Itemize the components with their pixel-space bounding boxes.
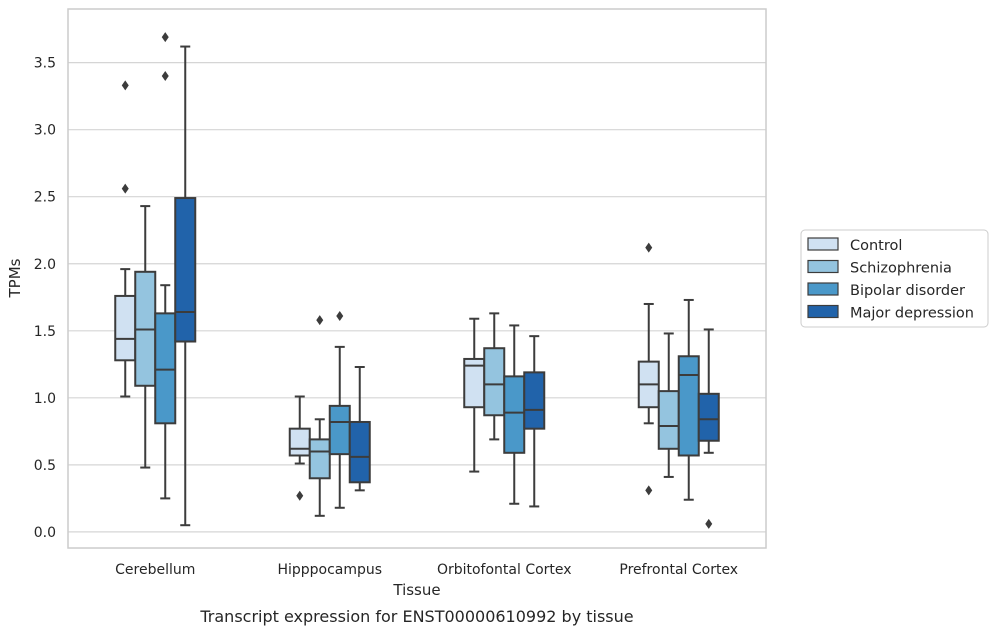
box-0-3 <box>174 45 197 527</box>
legend-swatch <box>807 259 839 274</box>
box-2-1 <box>483 312 506 441</box>
iqr-box <box>288 427 311 457</box>
outlier-point <box>336 311 344 322</box>
legend-label: Control <box>850 238 902 254</box>
legend-swatch <box>807 237 839 251</box>
box-2-3 <box>523 335 546 508</box>
iqr-box <box>328 404 351 456</box>
legend-label: Major depression <box>850 306 974 322</box>
legend-swatch <box>807 304 839 319</box>
y-tick-label: 2.0 <box>34 257 56 273</box>
box-3-0 <box>637 242 660 496</box>
gridlines <box>68 62 766 533</box>
chart-caption: Transcript expression for ENST0000061099… <box>199 607 633 626</box>
box-3-1 <box>657 332 680 478</box>
legend-swatch <box>807 282 839 296</box>
outlier-point <box>296 490 304 501</box>
iqr-box <box>114 294 137 362</box>
outlier-point <box>645 242 653 253</box>
x-tick-label: Orbitofontal Cortex <box>437 562 572 578</box>
y-tick-label: 3.5 <box>34 56 56 72</box>
legend: Control Schizophrenia Bipolar disorder Majo… <box>800 229 989 328</box>
x-tick-label: Cerebellum <box>115 562 195 578</box>
box-0-0 <box>114 80 137 398</box>
outlier-point <box>316 315 324 326</box>
box-plot-series <box>114 32 720 529</box>
x-axis-title: Tissue <box>392 581 440 599</box>
box-1-3 <box>348 365 371 492</box>
x-tick-label: Hipppocampus <box>277 562 382 578</box>
iqr-box <box>677 355 700 457</box>
iqr-box <box>697 392 720 442</box>
legend-label: Bipolar disorder <box>850 283 965 299</box>
outlier-point <box>161 71 169 82</box>
iqr-box <box>483 347 506 417</box>
x-axis-ticks: Cerebellum Hipppocampus Orbitofontal Corte… <box>115 562 738 578</box>
y-tick-label: 1.0 <box>34 391 56 407</box>
outlier-point <box>121 183 129 194</box>
box-3-2 <box>677 298 700 501</box>
box-2-2 <box>503 324 526 505</box>
y-tick-label: 3.0 <box>34 123 56 139</box>
iqr-box <box>523 371 546 430</box>
y-tick-label: 1.5 <box>34 324 56 340</box>
box-0-2 <box>154 32 177 500</box>
legend-frame <box>800 229 989 328</box>
iqr-box <box>348 420 371 484</box>
plot-frame <box>67 8 767 549</box>
legend-label: Schizophrenia <box>850 261 952 277</box>
iqr-box <box>154 312 177 425</box>
iqr-box <box>657 390 680 450</box>
outlier-point <box>161 32 169 43</box>
box-3-3 <box>697 328 720 529</box>
y-axis-ticks: 0.0 0.5 1.0 1.5 2.0 2.5 3.0 3.5 <box>34 56 56 541</box>
outlier-point <box>645 485 653 496</box>
y-tick-label: 0.0 <box>34 525 56 541</box>
y-tick-label: 0.5 <box>34 458 56 474</box>
box-1-0 <box>288 395 311 501</box>
outlier-point <box>121 80 129 91</box>
y-tick-label: 2.5 <box>34 190 56 206</box>
box-0-1 <box>134 205 157 469</box>
iqr-box <box>174 197 197 343</box>
outlier-point <box>705 518 713 529</box>
iqr-box <box>308 438 331 480</box>
iqr-box <box>503 375 526 454</box>
box-1-2 <box>328 311 351 509</box>
x-tick-label: Prefrontal Cortex <box>619 562 738 578</box>
y-axis-title: TPMs <box>6 258 24 298</box>
box-2-0 <box>463 317 486 473</box>
box-1-1 <box>308 315 331 517</box>
